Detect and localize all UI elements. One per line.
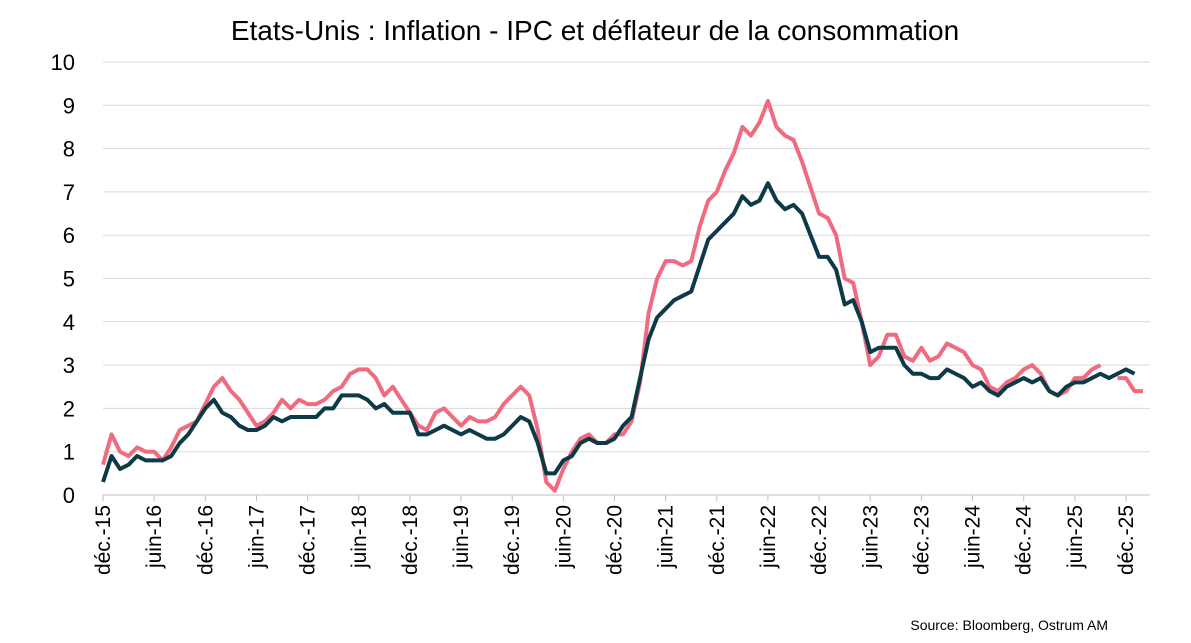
y-tick-label: 8: [63, 137, 75, 162]
series-line: [101, 98, 1144, 493]
source: Source: Bloomberg, Ostrum AM: [910, 617, 1108, 633]
x-tick-label: déc.-18: [399, 505, 422, 575]
series-line: [101, 181, 1136, 483]
x-tick-label: déc.-19: [501, 505, 524, 575]
x-tick-label: déc.-24: [1013, 505, 1036, 575]
y-tick-label: 3: [63, 353, 75, 378]
y-tick-label: 1: [63, 440, 75, 465]
x-tick-label: juin-22: [757, 505, 780, 569]
y-tick-label: 7: [63, 180, 75, 205]
y-tick-label: 0: [63, 483, 75, 508]
y-tick-label: 2: [63, 396, 75, 421]
x-tick-label: juin-21: [655, 505, 678, 569]
x-tick-label: juin-24: [962, 505, 985, 569]
x-tick-label: déc.-16: [194, 505, 217, 575]
x-tick-label: déc.-22: [808, 505, 831, 575]
x-tick-label: déc.-20: [604, 505, 627, 575]
x-tick-label: juin-25: [1064, 505, 1087, 569]
chart-title: Etats-Unis : Inflation - IPC et déflateu…: [231, 15, 959, 46]
y-tick-label: 5: [63, 267, 75, 292]
x-tick-label: déc.-17: [297, 505, 320, 575]
x-tick-label: juin-16: [143, 505, 166, 569]
y-tick-label: 9: [63, 93, 75, 118]
y-tick-label: 10: [51, 50, 75, 75]
y-tick-label: 6: [63, 223, 75, 248]
x-tick-label: déc.-25: [1115, 505, 1138, 575]
y-tick-label: 4: [63, 310, 75, 335]
x-tick-label: déc.-15: [92, 505, 115, 575]
x-tick-label: déc.-23: [910, 505, 933, 575]
x-tick-label: déc.-21: [706, 505, 729, 575]
x-tick-label: juin-18: [348, 505, 371, 569]
x-tick-label: juin-19: [450, 505, 473, 569]
x-tick-label: juin-20: [552, 505, 575, 569]
x-tick-label: juin-17: [245, 505, 268, 569]
x-tick-label: juin-23: [859, 505, 882, 569]
